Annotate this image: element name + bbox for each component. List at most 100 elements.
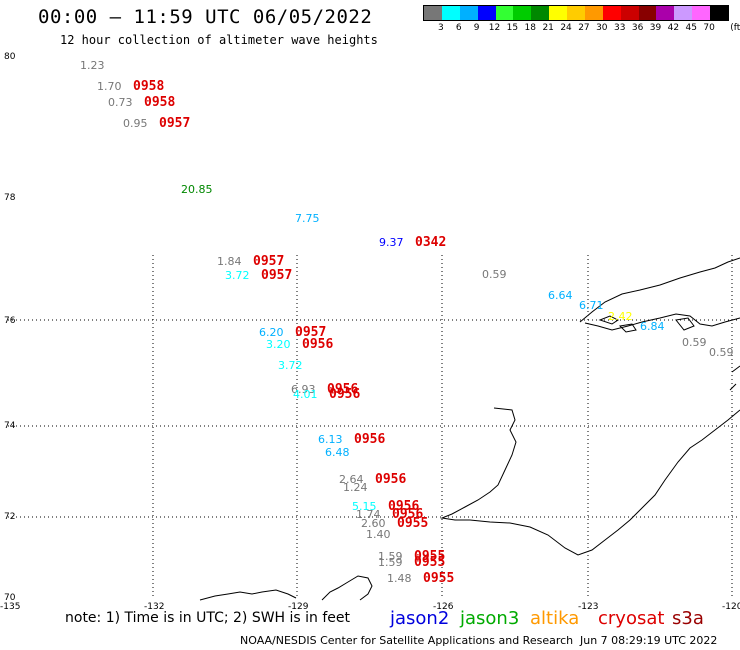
color-scale-label: 18 (524, 23, 537, 33)
observation-time: 0957 (261, 268, 292, 283)
coastline-bottom-mid (321, 575, 373, 601)
observation-time: 0956 (388, 499, 419, 514)
color-swatch-10 (602, 6, 621, 20)
footer-note: note: 1) Time is in UTC; 2) SWH is in fe… (65, 610, 351, 626)
lon-label-123: -123 (578, 602, 598, 612)
swh-value: 3.20 (266, 338, 291, 351)
color-scale-label: 27 (578, 23, 590, 33)
longitude-labels: -135 -132 -129 -126 -123 -120 (0, 602, 740, 612)
color-swatch-9 (584, 6, 603, 20)
satellite-legend-altika: altika (530, 608, 580, 629)
lat-label-78: 78 (4, 193, 16, 203)
lon-label-132: -132 (144, 602, 164, 612)
observation-time: 0956 (392, 507, 423, 522)
swh-value: 1.74 (356, 508, 381, 521)
color-swatch-15 (692, 6, 710, 20)
swh-value: 6.71 (579, 299, 604, 312)
observation-time: 0342 (415, 235, 446, 250)
color-scale-label: 45 (685, 23, 697, 33)
swh-value: 5.15 (352, 500, 377, 513)
color-swatch-1 (441, 6, 460, 20)
page-subtitle: 12 hour collection of altimeter wave hei… (60, 33, 378, 47)
swh-value: 2.42 (608, 310, 633, 323)
swh-value: 7.75 (295, 212, 320, 225)
coastline-small-islands (598, 315, 695, 333)
page-title: 00:00 – 11:59 UTC 06/05/2022 (38, 6, 373, 28)
observation-time: 0958 (133, 79, 164, 94)
satellite-legend-s3a: s3a (672, 608, 704, 629)
color-scale-label: 9 (473, 23, 480, 33)
swh-value: 6.84 (640, 320, 665, 333)
swh-value: 2.64 (339, 473, 364, 486)
color-swatch-14 (674, 6, 693, 20)
color-swatch-2 (459, 6, 478, 20)
observation-time: 0957 (253, 254, 284, 269)
observation-time: 0956 (375, 472, 406, 487)
swh-value: 0.59 (682, 336, 707, 349)
swh-value: 1.40 (366, 528, 391, 541)
swh-value: 1.48 (387, 572, 412, 585)
color-swatch-3 (477, 6, 496, 20)
swh-value: 6.64 (548, 289, 573, 302)
swh-value: 1.70 (97, 80, 122, 93)
coastline-bottom-left (199, 589, 297, 601)
swh-value: 6.13 (318, 433, 343, 446)
color-scale-label: 21 (542, 23, 554, 33)
coastline-right-edge (729, 365, 740, 391)
color-scale-label: 12 (488, 23, 501, 33)
color-scale-label: 24 (560, 23, 572, 33)
color-swatch-12 (638, 6, 657, 20)
color-swatch-0 (424, 6, 442, 20)
swh-value: 0.73 (108, 96, 133, 109)
color-scale-label: 6 (455, 23, 462, 33)
satellite-legend-jason3: jason3 (460, 608, 520, 629)
observation-time: 0957 (295, 325, 326, 340)
swh-value: 1.84 (217, 255, 242, 268)
swh-value: 1.59 (378, 556, 403, 569)
swh-value: 3.72 (278, 359, 303, 372)
observation-time: 0955 (397, 516, 428, 531)
swh-value: 20.85 (181, 183, 213, 196)
lon-label-129: -129 (288, 602, 309, 612)
color-scale-label: 3 (438, 23, 444, 33)
swh-value: 4.01 (293, 388, 318, 401)
observation-time: 0956 (302, 337, 333, 352)
swh-value: 6.48 (325, 446, 350, 459)
color-scale-unit: (ft) (730, 23, 740, 33)
color-scale-label: 70 (703, 23, 715, 33)
swh-value: 9.37 (379, 236, 404, 249)
lat-label-70: 70 (4, 593, 16, 603)
swh-value: 0.59 (709, 346, 734, 359)
coastline-island-banks (579, 257, 740, 323)
lat-label-76: 76 (4, 316, 16, 326)
observation-time: 0956 (327, 382, 358, 397)
color-swatch-6 (531, 6, 550, 20)
observation-time: 0958 (144, 95, 175, 110)
swh-value: 6.93 (291, 383, 316, 396)
color-scale-label: 42 (667, 23, 680, 33)
swh-value: 0.95 (123, 117, 148, 130)
color-scale-label: 36 (631, 23, 644, 33)
lat-label-74: 74 (4, 421, 16, 431)
color-scale-label: 30 (596, 23, 608, 33)
swh-value: 2.60 (361, 517, 386, 530)
coastline-mainland (440, 407, 740, 556)
lon-label-135: -135 (0, 602, 20, 612)
swh-value: 6.20 (259, 326, 284, 339)
satellite-legend-cryosat: cryosat (598, 608, 665, 629)
color-scale-swatches (423, 5, 729, 21)
color-swatch-13 (656, 6, 675, 20)
observation-time: 0955 (423, 571, 454, 586)
latitude-labels: 80 78 76 74 72 70 (4, 52, 16, 603)
color-scale-label: 33 (613, 23, 626, 33)
coastline-island-banks-south (584, 313, 740, 331)
color-scale-label: 15 (506, 23, 519, 33)
swh-value: 1.23 (80, 59, 105, 72)
color-swatch-5 (513, 6, 532, 20)
generated-time: Jun 7 08:29:19 UTC 2022 (580, 634, 718, 647)
lon-label-120: -120 (722, 602, 740, 612)
